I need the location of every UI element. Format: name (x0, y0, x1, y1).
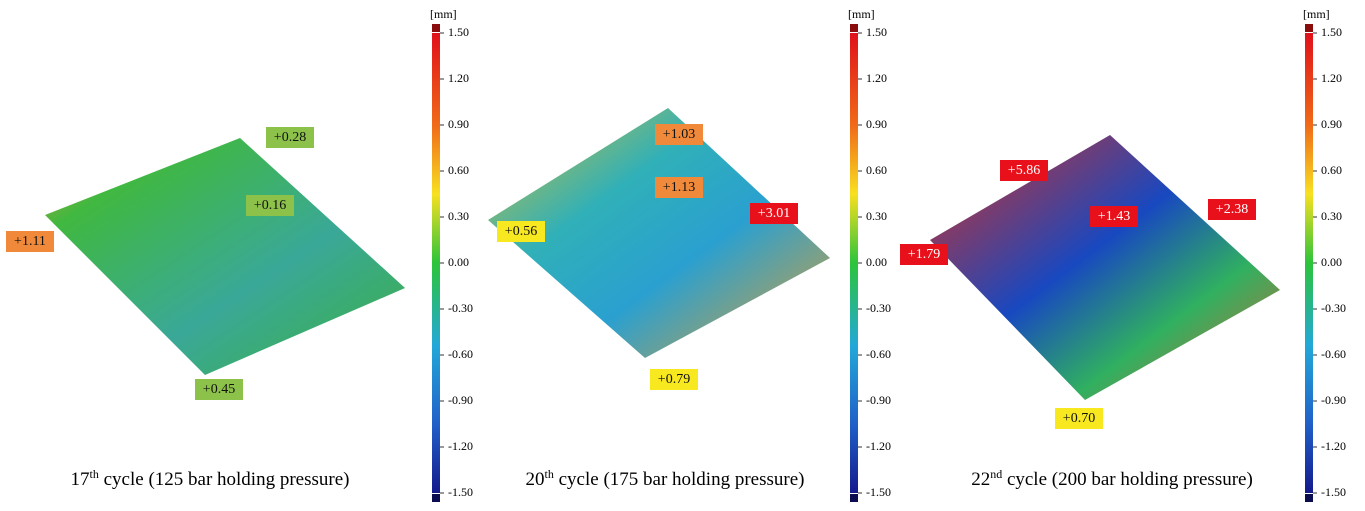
annotation-label: +0.28 (274, 130, 306, 145)
colorbar (1305, 33, 1313, 493)
colorbar-tick-label: 0.00 (866, 255, 887, 269)
colorbar-tick-label: -0.60 (448, 347, 473, 361)
annotation-label: +1.13 (663, 180, 695, 195)
annotation-label: +1.03 (663, 127, 695, 142)
scan-surface (45, 138, 405, 375)
colorbar (432, 33, 440, 493)
colorbar-tick-label: 0.60 (866, 163, 887, 177)
colorbar-tick-label: -1.20 (866, 439, 891, 453)
colorbar-tick-label: -0.30 (866, 301, 891, 315)
annotation-label: +0.16 (254, 198, 286, 213)
annotation-label: +0.56 (505, 224, 537, 239)
colorbar-tick-label: 1.50 (1321, 25, 1342, 39)
colorbar-tick-label: -0.60 (1321, 347, 1346, 361)
caption: 22nd cycle (200 bar holding pressure) (971, 467, 1253, 490)
colorbar-tick-label: 0.60 (1321, 163, 1342, 177)
figure: +0.28 +0.16 +1.11 +0.45 +1.03 +1.13 +3.01 +0.56… (0, 0, 1365, 511)
annotation-label: +5.86 (1008, 163, 1040, 178)
annotation-label: +2.38 (1216, 202, 1248, 217)
colorbar-tick-label: -0.90 (448, 393, 473, 407)
colorbar-tick-label: -0.90 (1321, 393, 1346, 407)
caption-number: 22 (971, 469, 990, 490)
colorbar-tick-label: -1.50 (866, 485, 891, 499)
annotation-label: +0.45 (203, 382, 235, 397)
caption-suffix: nd (990, 467, 1002, 481)
annotation-label: +1.11 (14, 234, 46, 249)
colorbar-cap (850, 494, 858, 502)
caption-number: 20 (526, 469, 545, 490)
annotation-label: +3.01 (758, 206, 790, 221)
colorbar-tick-label: 1.50 (448, 25, 469, 39)
colorbar-tick-label: 1.20 (866, 71, 887, 85)
colorbar-cap (1305, 494, 1313, 502)
colorbar-tick-label: -1.20 (448, 439, 473, 453)
colorbar-tick-label: -1.20 (1321, 439, 1346, 453)
scan-surface (930, 135, 1280, 400)
colorbar-tick-label: 1.50 (866, 25, 887, 39)
colorbar-cap (432, 24, 440, 32)
colorbar-tick-label: -0.60 (866, 347, 891, 361)
colorbar-cap (1305, 24, 1313, 32)
colorbar-unit: [mm] (848, 7, 875, 21)
annotation-label: +1.79 (908, 247, 940, 262)
colorbar-tick-label: 0.00 (1321, 255, 1342, 269)
annotation-label: +0.70 (1063, 411, 1095, 426)
colorbar-tick-label: 1.20 (1321, 71, 1342, 85)
colorbar-tick-label: 0.90 (448, 117, 469, 131)
colorbar-tick-label: 0.30 (448, 209, 469, 223)
colorbar-tick-label: 0.30 (866, 209, 887, 223)
colorbar-tick-label: 1.20 (448, 71, 469, 85)
caption-text: cycle (125 bar holding pressure) (99, 469, 350, 490)
colorbar-tick-label: 0.30 (1321, 209, 1342, 223)
colorbar-tick-label: 0.90 (1321, 117, 1342, 131)
caption-suffix: th (90, 467, 99, 481)
colorbar (850, 33, 858, 493)
colorbar-tick-label: 0.90 (866, 117, 887, 131)
caption-text: cycle (200 bar holding pressure) (1002, 469, 1253, 490)
colorbar-cap (432, 494, 440, 502)
colorbar-tick-label: 0.00 (448, 255, 469, 269)
caption: 20th cycle (175 bar holding pressure) (526, 467, 805, 490)
annotation-label: +0.79 (658, 372, 690, 387)
colorbar-tick-label: -0.30 (1321, 301, 1346, 315)
colorbar-tick-label: 0.60 (448, 163, 469, 177)
caption-suffix: th (545, 467, 554, 481)
colorbar-tick-label: -0.30 (448, 301, 473, 315)
colorbar-tick-label: -1.50 (1321, 485, 1346, 499)
colorbar-unit: [mm] (430, 7, 457, 21)
caption-text: cycle (175 bar holding pressure) (554, 469, 805, 490)
colorbar-unit: [mm] (1303, 7, 1330, 21)
colorbar-tick-label: -0.90 (866, 393, 891, 407)
colorbar-tick-label: -1.50 (448, 485, 473, 499)
colorbar-cap (850, 24, 858, 32)
caption-number: 17 (71, 469, 90, 490)
caption: 17th cycle (125 bar holding pressure) (71, 467, 350, 490)
annotation-label: +1.43 (1098, 209, 1130, 224)
